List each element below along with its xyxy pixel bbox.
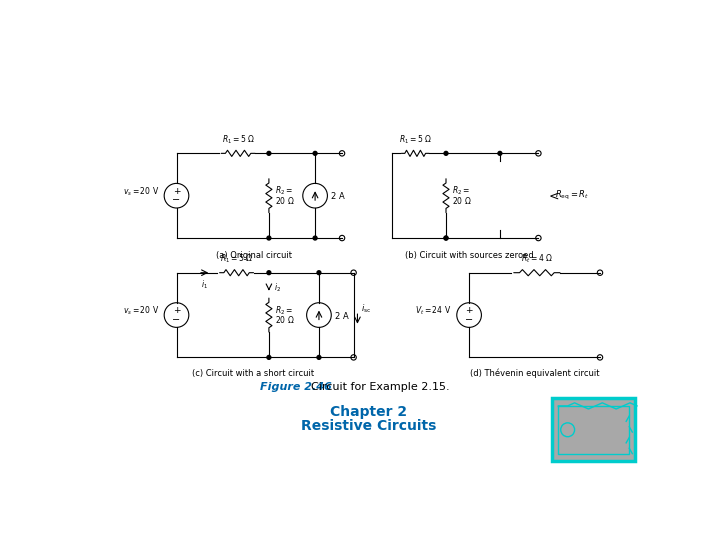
Circle shape <box>444 236 448 240</box>
Circle shape <box>267 151 271 156</box>
Text: $R_{\rm eq}=R_t$: $R_{\rm eq}=R_t$ <box>555 189 590 202</box>
Text: $<$: $<$ <box>546 189 559 202</box>
FancyBboxPatch shape <box>552 398 636 461</box>
Text: (a) Original circuit: (a) Original circuit <box>215 251 292 260</box>
Text: $20\ \Omega$: $20\ \Omega$ <box>452 195 472 206</box>
Circle shape <box>267 236 271 240</box>
Text: $20\ \Omega$: $20\ \Omega$ <box>275 195 294 206</box>
Text: (d) Thévenin equivalent circuit: (d) Thévenin equivalent circuit <box>469 369 599 379</box>
Circle shape <box>444 151 448 156</box>
Text: −: − <box>172 195 181 205</box>
Text: $i_1$: $i_1$ <box>201 279 207 292</box>
Text: Resistive Circuits: Resistive Circuits <box>301 419 437 433</box>
Text: $R_1 = 5\ \Omega$: $R_1 = 5\ \Omega$ <box>220 253 253 265</box>
Circle shape <box>267 271 271 275</box>
Text: $v_s = 20\ \mathrm{V}$: $v_s = 20\ \mathrm{V}$ <box>122 186 159 198</box>
Text: −: − <box>172 315 181 325</box>
Text: Chapter 2: Chapter 2 <box>330 405 408 419</box>
Text: +: + <box>465 306 473 315</box>
Text: $20\ \Omega$: $20\ \Omega$ <box>275 314 294 325</box>
Text: $2\ \mathrm{A}$: $2\ \mathrm{A}$ <box>334 309 350 321</box>
Text: (c) Circuit with a short circuit: (c) Circuit with a short circuit <box>192 369 315 378</box>
Text: $2\ \mathrm{A}$: $2\ \mathrm{A}$ <box>330 190 346 201</box>
Circle shape <box>444 236 448 240</box>
Text: −: − <box>465 315 473 325</box>
Text: Circuit for Example 2.15.: Circuit for Example 2.15. <box>305 382 450 392</box>
Text: (b) Circuit with sources zeroed: (b) Circuit with sources zeroed <box>405 251 534 260</box>
Circle shape <box>313 236 317 240</box>
Text: +: + <box>173 306 180 315</box>
Text: $R_2 =$: $R_2 =$ <box>275 304 293 316</box>
Circle shape <box>317 355 321 359</box>
Text: $R_1 = 5\ \Omega$: $R_1 = 5\ \Omega$ <box>399 133 432 146</box>
Circle shape <box>317 271 321 275</box>
Text: $v_s = 20\ \mathrm{V}$: $v_s = 20\ \mathrm{V}$ <box>122 305 159 318</box>
Text: $R_t = 4\ \Omega$: $R_t = 4\ \Omega$ <box>521 253 553 265</box>
Text: $R_2 =$: $R_2 =$ <box>275 185 293 197</box>
Text: $R_2 =$: $R_2 =$ <box>452 185 470 197</box>
Text: +: + <box>173 186 180 195</box>
Circle shape <box>267 355 271 359</box>
Text: $R_1 = 5\ \Omega$: $R_1 = 5\ \Omega$ <box>222 133 255 146</box>
Circle shape <box>313 151 317 156</box>
Circle shape <box>498 151 502 156</box>
Text: $i_{\rm sc}$: $i_{\rm sc}$ <box>361 302 372 315</box>
Text: $V_t = 24\ \mathrm{V}$: $V_t = 24\ \mathrm{V}$ <box>415 305 451 318</box>
Text: $i_2$: $i_2$ <box>274 282 281 294</box>
Text: Figure 2.46: Figure 2.46 <box>260 382 331 392</box>
